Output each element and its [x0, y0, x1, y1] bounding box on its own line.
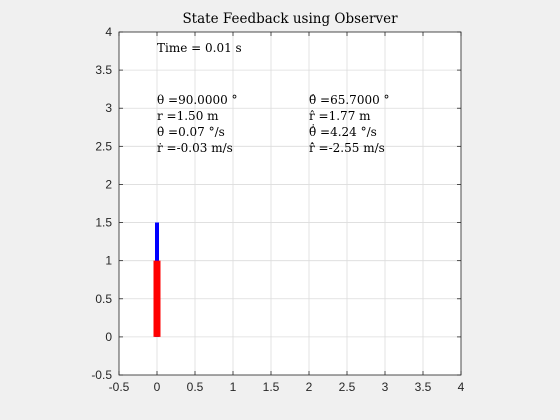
y-tick-label-3: 1 [105, 254, 112, 268]
y-tick-label-7: 3 [105, 101, 112, 115]
x-tick-label-3: 1 [230, 380, 237, 394]
est-theta-label: θ̂ =65.7000 ° [309, 93, 390, 107]
x-tick-label-2: 0.5 [187, 380, 204, 394]
est-r-label: r̂ =1.77 m [309, 109, 371, 123]
y-tick-label-0: -0.5 [91, 368, 112, 382]
true-r-dot-label: ṙ =-0.03 m/s [157, 141, 233, 155]
x-tick-label-7: 3 [382, 380, 389, 394]
est-theta-dot-label: θ̂̇ =4.24 °/s [309, 123, 377, 139]
axes-frame [118, 31, 462, 376]
y-tick-label-4: 1.5 [95, 216, 112, 230]
y-tick-label-5: 2 [105, 177, 112, 191]
time-annotation: Time = 0.01 s [157, 41, 242, 55]
y-tick-label-9: 4 [105, 25, 112, 39]
x-tick-label-4: 1.5 [263, 380, 280, 394]
y-tick-label-8: 3.5 [95, 63, 112, 77]
x-axis-ticks: -0.5 0 0.5 1 1.5 2 2.5 3 3.5 4 [109, 32, 465, 394]
true-state-annotation: θ =90.0000 ° r =1.50 m θ̇ =0.07 °/s ṙ =-… [157, 93, 238, 155]
y-tick-label-2: 0.5 [95, 292, 112, 306]
x-tick-label-5: 2 [306, 380, 313, 394]
y-axis-ticks: -0.5 0 0.5 1 1.5 2 2.5 3 3.5 4 [91, 25, 461, 382]
axes-background [119, 32, 461, 375]
x-tick-label-8: 3.5 [415, 380, 432, 394]
estimated-state-annotation: θ̂ =65.7000 ° r̂ =1.77 m θ̂̇ =4.24 °/s r… [309, 93, 390, 155]
est-r-dot-label: r̂̇ =-2.55 m/s [309, 141, 385, 155]
true-r-label: r =1.50 m [157, 109, 219, 123]
true-theta-dot-label: θ̇ =0.07 °/s [157, 125, 225, 139]
y-tick-label-6: 2.5 [95, 139, 112, 153]
x-tick-label-9: 4 [458, 380, 465, 394]
chart-title: State Feedback using Observer [182, 11, 398, 27]
true-theta-label: θ =90.0000 ° [157, 93, 238, 107]
x-tick-label-1: 0 [154, 380, 161, 394]
x-tick-label-0: -0.5 [109, 380, 130, 394]
x-tick-label-6: 2.5 [339, 380, 356, 394]
y-tick-label-1: 0 [105, 330, 112, 344]
